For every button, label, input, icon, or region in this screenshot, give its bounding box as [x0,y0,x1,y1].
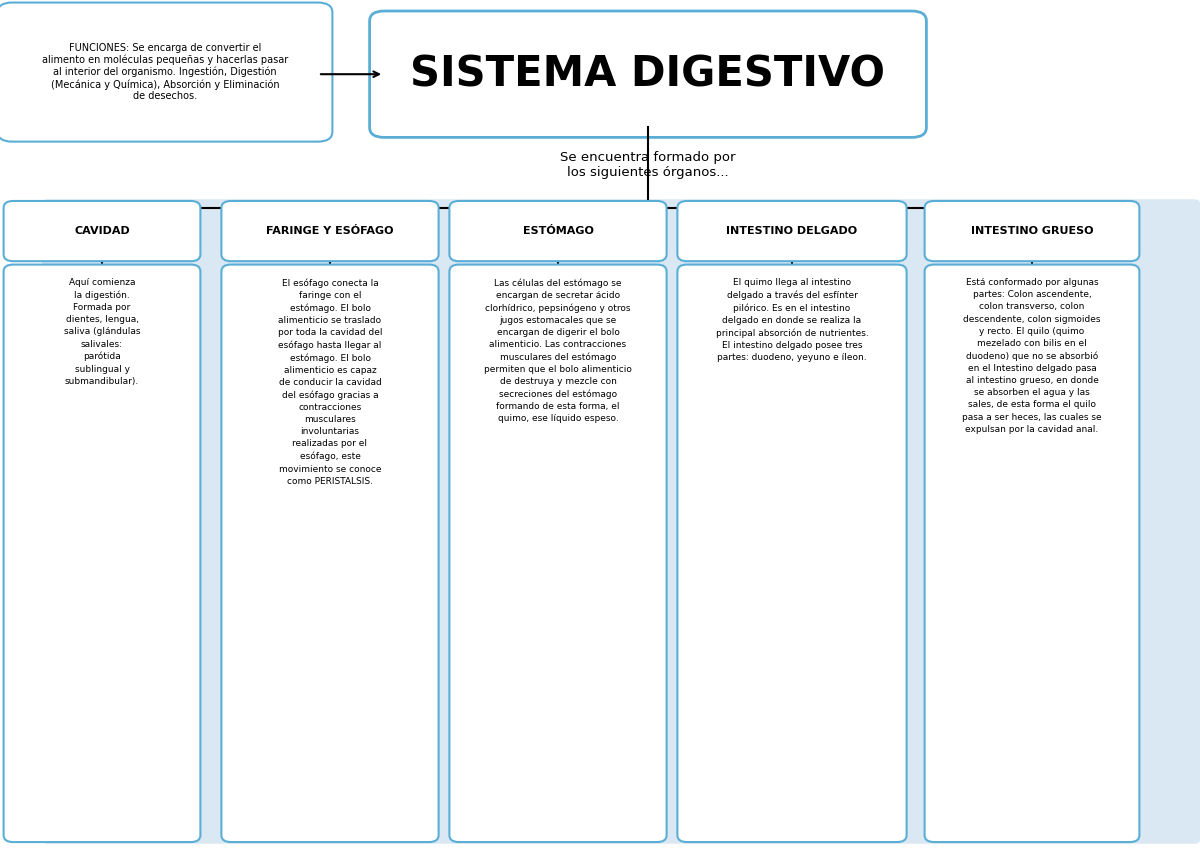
Text: El esófago conecta la
faringe con el
estómago. El bolo
alimenticio se traslado
p: El esófago conecta la faringe con el est… [277,278,383,486]
FancyBboxPatch shape [677,265,907,842]
Text: SISTEMA DIGESTIVO: SISTEMA DIGESTIVO [410,53,886,95]
FancyBboxPatch shape [42,199,1200,844]
FancyBboxPatch shape [370,11,926,137]
Text: El quimo llega al intestino
delgado a través del esfínter
pilórico. Es en el int: El quimo llega al intestino delgado a tr… [715,278,869,362]
Text: Se encuentra formado por
los siguientes órganos...: Se encuentra formado por los siguientes … [560,151,736,180]
Text: INTESTINO GRUESO: INTESTINO GRUESO [971,226,1093,236]
FancyBboxPatch shape [924,201,1140,261]
FancyBboxPatch shape [222,201,439,261]
FancyBboxPatch shape [677,201,907,261]
Text: Aquí comienza
la digestión.
Formada por
dientes, lengua,
saliva (glándulas
saliv: Aquí comienza la digestión. Formada por … [64,278,140,386]
FancyBboxPatch shape [4,201,200,261]
Text: FUNCIONES: Se encarga de convertir el
alimento en moléculas pequeñas y hacerlas : FUNCIONES: Se encarga de convertir el al… [42,43,288,101]
FancyBboxPatch shape [222,265,439,842]
Text: INTESTINO DELGADO: INTESTINO DELGADO [726,226,858,236]
FancyBboxPatch shape [449,201,667,261]
Text: FARINGE Y ESÓFAGO: FARINGE Y ESÓFAGO [266,226,394,236]
Text: Está conformado por algunas
partes: Colon ascendente,
colon transverso, colon
de: Está conformado por algunas partes: Colo… [962,278,1102,433]
Text: Las células del estómago se
encargan de secretar ácido
clorhídrico, pepsinógeno : Las células del estómago se encargan de … [484,278,632,423]
Text: CAVIDAD: CAVIDAD [74,226,130,236]
FancyBboxPatch shape [449,265,667,842]
Text: ESTÓMAGO: ESTÓMAGO [522,226,594,236]
FancyBboxPatch shape [924,265,1140,842]
FancyBboxPatch shape [0,3,332,142]
FancyBboxPatch shape [4,265,200,842]
